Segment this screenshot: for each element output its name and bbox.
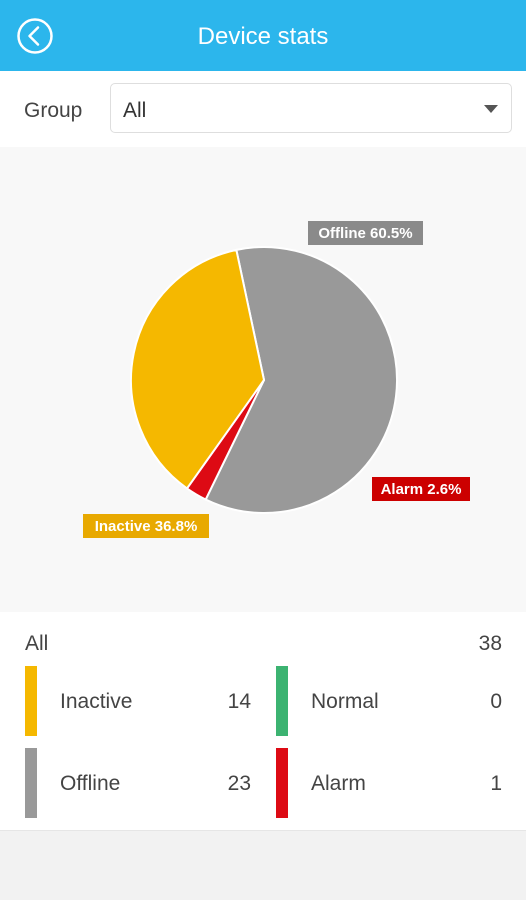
total-value: 38: [478, 632, 502, 655]
page-title: Device stats: [197, 23, 329, 50]
group-filter-bar: Group All: [0, 71, 526, 147]
alarm-color-bar: [276, 748, 288, 818]
stat-item-inactive[interactable]: Inactive 14: [25, 666, 251, 736]
stat-value: 0: [490, 690, 502, 713]
offline-color-bar: [25, 748, 37, 818]
stat-value: 14: [227, 690, 251, 713]
pie-chart: Offline 60.5% Alarm 2.6% Inactive 36.8%: [83, 221, 470, 538]
stat-item-alarm[interactable]: Alarm 1: [276, 748, 502, 818]
caret-down-icon: [484, 105, 498, 113]
stats-panel: All 38 Inactive 14 Normal 0 Offline 23 A…: [0, 612, 526, 830]
app-header: Device stats: [0, 0, 526, 71]
back-button[interactable]: [16, 17, 54, 55]
group-select-value: All: [123, 99, 147, 122]
pie-slice-inactive[interactable]: [130, 248, 266, 490]
back-circle-icon: [17, 18, 53, 54]
stat-label: Offline: [60, 772, 121, 795]
inactive-color-bar: [25, 666, 37, 736]
slice-label-box: [308, 221, 423, 245]
slice-label-offline: Offline 60.5%: [308, 221, 423, 245]
slice-label-inactive: Inactive 36.8%: [83, 514, 209, 538]
slice-label-box: [372, 477, 470, 501]
stat-label: Normal: [311, 690, 379, 713]
stat-item-offline[interactable]: Offline 23: [25, 748, 251, 818]
stat-item-normal[interactable]: Normal 0: [276, 666, 502, 736]
normal-color-bar: [276, 666, 288, 736]
stat-label: Inactive: [60, 690, 133, 713]
divider: [0, 830, 526, 831]
group-label: Group: [24, 99, 83, 122]
pie-slice-offline[interactable]: [204, 246, 398, 514]
stat-value: 1: [490, 772, 502, 795]
total-label: All: [25, 632, 49, 655]
slice-label-text: Offline 60.5%: [318, 225, 412, 242]
slice-label-text: Alarm 2.6%: [381, 481, 462, 498]
slice-label-alarm: Alarm 2.6%: [372, 477, 470, 501]
slice-label-box: [83, 514, 209, 538]
slice-label-text: Inactive 36.8%: [95, 518, 198, 535]
stat-label: Alarm: [311, 772, 366, 795]
group-select[interactable]: All: [110, 83, 512, 133]
stat-value: 23: [227, 772, 251, 795]
pie-chart-area: Offline 60.5% Alarm 2.6% Inactive 36.8%: [0, 147, 526, 612]
